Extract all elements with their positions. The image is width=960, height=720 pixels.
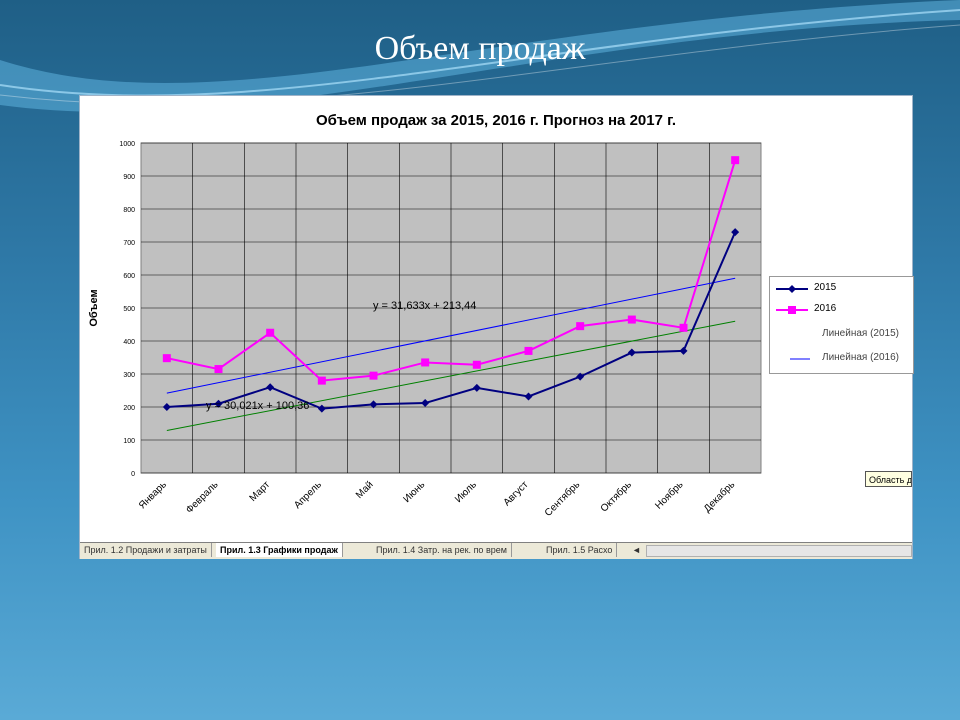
trendline-2015 bbox=[166, 320, 736, 431]
data-point-2015 bbox=[214, 399, 223, 408]
data-point-2016 bbox=[162, 354, 171, 363]
data-point-2016 bbox=[679, 323, 688, 332]
data-point-2016 bbox=[472, 360, 481, 369]
data-point-2016 bbox=[576, 322, 585, 331]
x-tick-label: Май bbox=[354, 479, 376, 501]
y-tick-label: 600 bbox=[123, 273, 135, 280]
y-axis-label: Объем bbox=[88, 289, 100, 326]
x-tick-label: Ноябрь bbox=[653, 479, 686, 512]
y-tick-label: 0 bbox=[131, 471, 135, 478]
data-point-2015 bbox=[369, 400, 378, 409]
y-tick-label: 400 bbox=[123, 339, 135, 346]
x-tick-label: Март bbox=[248, 479, 273, 504]
y-tick-label: 1000 bbox=[119, 141, 135, 148]
data-point-2015 bbox=[162, 403, 171, 411]
x-tick-label: Февраль bbox=[184, 479, 221, 516]
trend-equation-2015: y = 30,021x + 100,36 bbox=[206, 400, 310, 412]
x-tick-label: Декабрь bbox=[701, 479, 737, 515]
data-point-2015 bbox=[679, 346, 688, 355]
trendline-2016 bbox=[166, 277, 736, 394]
x-tick-label: Октябрь bbox=[598, 479, 634, 515]
data-point-2016 bbox=[369, 371, 378, 380]
y-tick-label: 300 bbox=[123, 372, 135, 379]
slide-title: Объем продаж bbox=[374, 30, 586, 67]
legend-item-2016: 2016 bbox=[774, 302, 910, 318]
data-point-2016 bbox=[627, 315, 636, 324]
data-point-2015 bbox=[317, 404, 326, 413]
y-tick-label: 900 bbox=[123, 174, 135, 181]
sheet-tab-1-3[interactable]: Прил. 1.3 Графики продаж bbox=[216, 543, 343, 557]
data-point-2015 bbox=[421, 399, 430, 408]
legend-item-2015: 2015 bbox=[774, 281, 910, 297]
data-point-2016 bbox=[421, 358, 430, 367]
data-point-2015 bbox=[472, 383, 481, 392]
chart-legend[interactable]: 2015 2016 Линейная (2015) Линейная (2016… bbox=[769, 276, 914, 374]
legend-label-2015: 2015 bbox=[814, 282, 837, 293]
series-line-2015 bbox=[166, 231, 737, 410]
data-point-2016 bbox=[214, 365, 223, 374]
sheet-tab-bar: Прил. 1.2 Продажи и затраты Прил. 1.3 Гр… bbox=[80, 542, 912, 559]
data-point-2015 bbox=[524, 392, 533, 401]
x-tick-label: Август bbox=[502, 479, 531, 508]
legend-trend-line-icon bbox=[790, 358, 812, 360]
series-line-2016 bbox=[166, 159, 737, 382]
data-point-2015 bbox=[266, 383, 275, 392]
legend-square-icon bbox=[776, 306, 808, 314]
tab-scroll-left-icon[interactable]: ◄ bbox=[632, 545, 641, 555]
sheet-tab-1-5[interactable]: Прил. 1.5 Расхо bbox=[542, 543, 618, 557]
data-point-2015 bbox=[576, 372, 585, 381]
trend-equation-2016: y = 31,633x + 213,44 bbox=[373, 300, 477, 312]
data-point-2016 bbox=[266, 328, 275, 337]
x-tick-label: Январь bbox=[137, 479, 169, 511]
data-point-2015 bbox=[731, 228, 740, 237]
y-tick-label: 500 bbox=[123, 306, 135, 313]
sheet-tab-1-2[interactable]: Прил. 1.2 Продажи и затраты bbox=[80, 543, 212, 557]
x-tick-label: Сентябрь bbox=[542, 479, 582, 519]
horizontal-scrollbar[interactable] bbox=[646, 545, 912, 557]
data-point-2016 bbox=[731, 156, 740, 165]
chart-area-tooltip: Область д bbox=[865, 471, 912, 487]
legend-item-trend-2015: Линейная (2015) bbox=[774, 327, 910, 343]
data-point-2016 bbox=[524, 346, 533, 355]
data-point-2016 bbox=[317, 376, 326, 385]
chart-title: Объем продаж за 2015, 2016 г. Прогноз на… bbox=[315, 112, 677, 129]
data-point-2015 bbox=[627, 348, 636, 357]
x-tick-label: Апрель bbox=[292, 479, 324, 511]
spreadsheet-window: 0 100 200 300 400 500 600 700 800 900 1000 Январь Фе… bbox=[79, 95, 914, 559]
legend-diamond-icon bbox=[776, 285, 808, 293]
legend-label-trend-2016: Линейная (2016) bbox=[822, 352, 900, 363]
x-tick-label: Июль bbox=[453, 479, 479, 505]
y-tick-label: 100 bbox=[123, 438, 135, 445]
y-tick-label: 800 bbox=[123, 207, 135, 214]
legend-label-2016: 2016 bbox=[814, 303, 837, 314]
y-tick-label: 200 bbox=[123, 405, 135, 412]
sales-chart[interactable]: 0 100 200 300 400 500 600 700 800 900 1000 Январь Фе… bbox=[80, 96, 912, 542]
x-tick-label: Июнь bbox=[402, 479, 428, 505]
legend-item-trend-2016: Линейная (2016) bbox=[774, 351, 910, 367]
sheet-tab-1-4[interactable]: Прил. 1.4 Затр. на рек. по врем bbox=[372, 543, 512, 557]
y-tick-label: 700 bbox=[123, 240, 135, 247]
legend-label-trend-2015: Линейная (2015) bbox=[822, 328, 900, 339]
